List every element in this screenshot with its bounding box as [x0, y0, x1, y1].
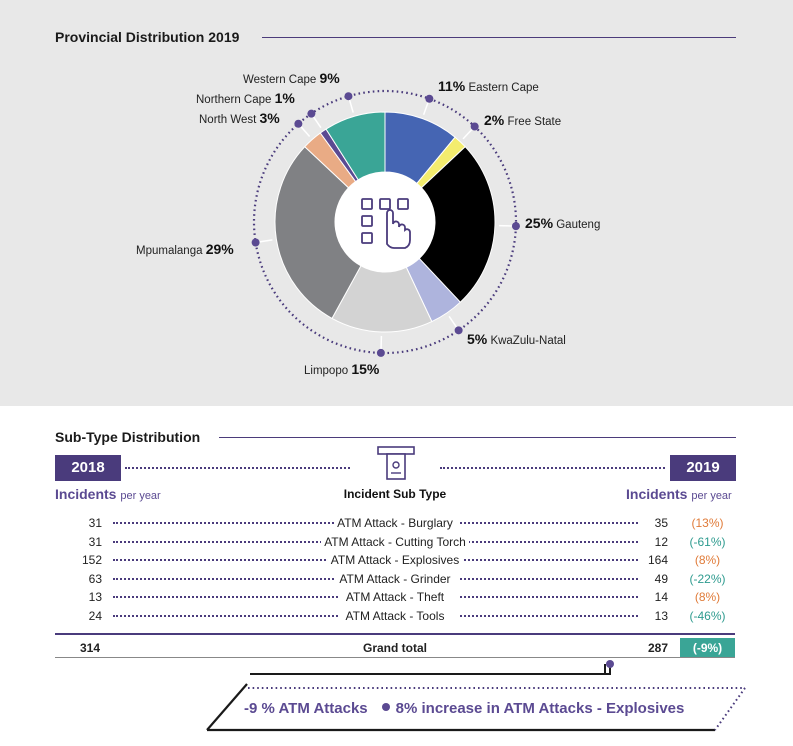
value-2019: 14 — [654, 590, 668, 604]
label-eastern-cape: 11% Eastern Cape — [438, 78, 539, 94]
row-dots-left — [113, 614, 338, 617]
value-2018: 24 — [88, 608, 102, 623]
value-2018: 152 — [81, 553, 102, 567]
slice-marker-dot — [470, 122, 479, 131]
subtype-label: ATM Attack - Grinder — [300, 571, 490, 587]
change-percent: (-46%) — [689, 608, 726, 623]
slice-marker-dot — [425, 94, 434, 103]
row-dots-right — [460, 559, 638, 561]
row-dots-right — [460, 522, 638, 524]
row-dots-right — [460, 577, 638, 580]
provincial-title-rule — [262, 37, 736, 38]
atm-keypad-hand-icon — [361, 198, 411, 249]
donut-center — [335, 172, 435, 272]
subtype-label: ATM Attack - Explosives — [300, 552, 490, 568]
change-percent: (13%) — [691, 516, 724, 530]
label-kwazulu-natal: 5% KwaZulu-Natal — [467, 331, 566, 347]
row-dots-left — [113, 577, 338, 580]
value-2018: 31 — [88, 534, 102, 549]
summary-left: -9 % ATM Attacks — [244, 700, 368, 717]
total-label: Grand total — [362, 641, 427, 655]
row-dots-right — [460, 596, 638, 598]
donut-dotted-ring — [252, 89, 518, 355]
slice-marker-dot — [376, 348, 385, 357]
slice-marker-dot — [454, 326, 463, 335]
year-2018-badge: 2018 — [55, 455, 121, 481]
change-percent: (-22%) — [689, 571, 726, 586]
value-2018: 31 — [88, 516, 102, 530]
grand-total-row: 314 Grand total 287 (-9%) — [55, 638, 735, 658]
incidents-header-2019: Incidents per year — [626, 486, 732, 502]
total-2018: 314 — [80, 641, 101, 655]
row-dots-right — [460, 540, 638, 543]
total-2019: 287 — [647, 641, 668, 655]
header-dots-right — [440, 467, 665, 469]
label-mpumalanga: Mpumalanga 29% — [136, 241, 234, 257]
change-percent: (8%) — [694, 553, 721, 567]
total-change-badge: (-9%) — [680, 638, 735, 657]
subtype-title-rule — [219, 437, 736, 438]
label-western-cape: Western Cape 9% — [243, 70, 340, 86]
value-2018: 13 — [88, 590, 102, 604]
label-limpopo: Limpopo 15% — [304, 361, 380, 377]
subtype-label: ATM Attack - Burglary — [300, 515, 490, 531]
atm-cash-icon — [377, 446, 415, 480]
table-row: 63 ATM Attack - Grinder 49 (-22%) — [0, 571, 793, 587]
value-2019: 49 — [654, 571, 668, 586]
table-row: 24 ATM Attack - Tools 13 (-46%) — [0, 608, 793, 624]
header-dots-left — [125, 467, 350, 469]
subtype-column-header: Incident Sub Type — [343, 487, 447, 501]
label-free-state: 2% Free State — [484, 112, 562, 128]
value-2019: 35 — [654, 516, 668, 530]
value-2018: 63 — [88, 571, 102, 586]
label-gauteng: 25% Gauteng — [525, 215, 601, 231]
subtype-title: Sub-Type Distribution — [55, 429, 201, 445]
subtype-label: ATM Attack - Tools — [300, 608, 490, 624]
value-2019: 12 — [654, 534, 668, 549]
summary-text: -9 % ATM Attacks 8% increase in ATM Attac… — [244, 700, 684, 717]
table-row: 31 ATM Attack - Cutting Torch 12 (-61%) — [0, 534, 793, 550]
total-rule — [55, 633, 735, 635]
table-row: 152 ATM Attack - Explosives 164 (8%) — [0, 552, 793, 568]
table-row: 31 ATM Attack - Burglary 35 (13%) — [0, 515, 793, 531]
change-percent: (-61%) — [689, 534, 726, 549]
subtype-label: ATM Attack - Theft — [300, 589, 490, 605]
label-northern-cape: Northern Cape 1% — [196, 90, 295, 106]
summary-right: 8% increase in ATM Attacks - Explosives — [395, 700, 685, 717]
summary-bullet — [381, 703, 390, 711]
incidents-header-2018: Incidents per year — [55, 486, 161, 502]
change-percent: (8%) — [694, 590, 721, 604]
slice-marker-dot — [307, 109, 316, 118]
subtype-label: ATM Attack - Cutting Torch — [300, 534, 490, 550]
row-dots-left — [113, 540, 338, 543]
table-row: 13 ATM Attack - Theft 14 (8%) — [0, 589, 793, 605]
row-dots-left — [113, 522, 338, 524]
slice-marker-dot — [344, 92, 353, 101]
row-dots-left — [113, 596, 338, 598]
slice-marker-dot — [251, 238, 260, 247]
value-2019: 13 — [654, 608, 668, 623]
value-2019: 164 — [647, 553, 668, 567]
provincial-title: Provincial Distribution 2019 — [55, 29, 240, 45]
slice-marker-dot — [294, 119, 303, 128]
slice-marker-dot — [511, 222, 520, 231]
provincial-donut-chart — [251, 89, 520, 357]
row-dots-left — [113, 559, 338, 561]
row-dots-right — [460, 614, 638, 617]
label-north-west: North West 3% — [199, 110, 280, 126]
year-2019-badge: 2019 — [670, 455, 736, 481]
